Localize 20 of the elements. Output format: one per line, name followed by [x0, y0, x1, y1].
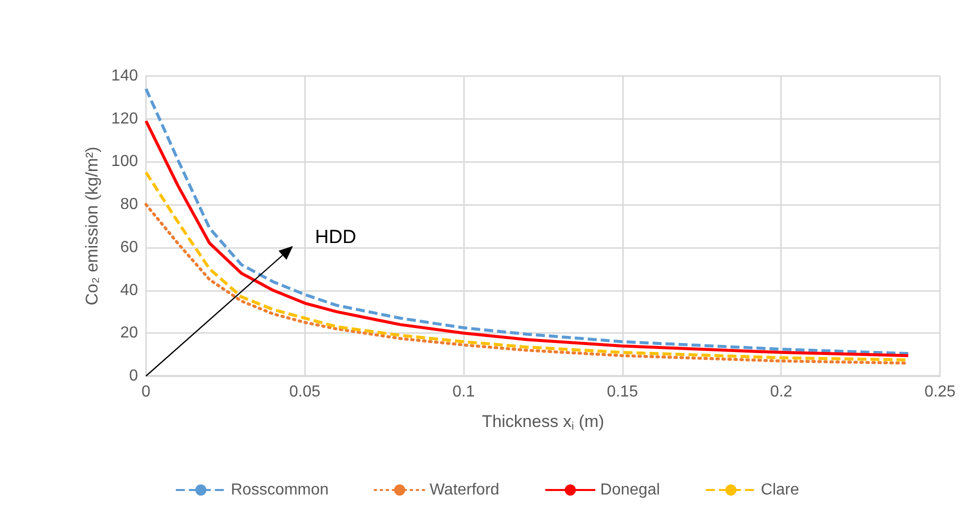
y-tick-label: 40 — [120, 282, 138, 299]
legend-label: Waterford — [430, 482, 500, 498]
x-tick-label: 0.2 — [770, 384, 792, 400]
x-tick-label: 0.1 — [452, 384, 475, 400]
y-tick-label: 140 — [111, 68, 138, 84]
legend-label: Donegal — [600, 482, 660, 498]
y-axis-title: Co₂ emission (kg/m²) — [82, 146, 102, 306]
y-tick-label: 80 — [120, 196, 138, 214]
annotation: HDD — [315, 227, 356, 248]
y-tick-label: 60 — [120, 238, 138, 256]
y-tick-label: 20 — [120, 324, 138, 342]
legend-label: Rosscommon — [230, 482, 329, 498]
y-tick-label: 100 — [111, 153, 138, 170]
x-tick-label: 0.25 — [924, 384, 956, 400]
y-tick-label: 120 — [111, 110, 138, 128]
x-tick-label: 0.05 — [289, 384, 320, 400]
x-tick-label: 0.15 — [606, 384, 638, 400]
x-tick-label: 0 — [142, 384, 151, 400]
y-tick-label: 0 — [129, 368, 138, 384]
legend-label: Clare — [760, 482, 800, 498]
